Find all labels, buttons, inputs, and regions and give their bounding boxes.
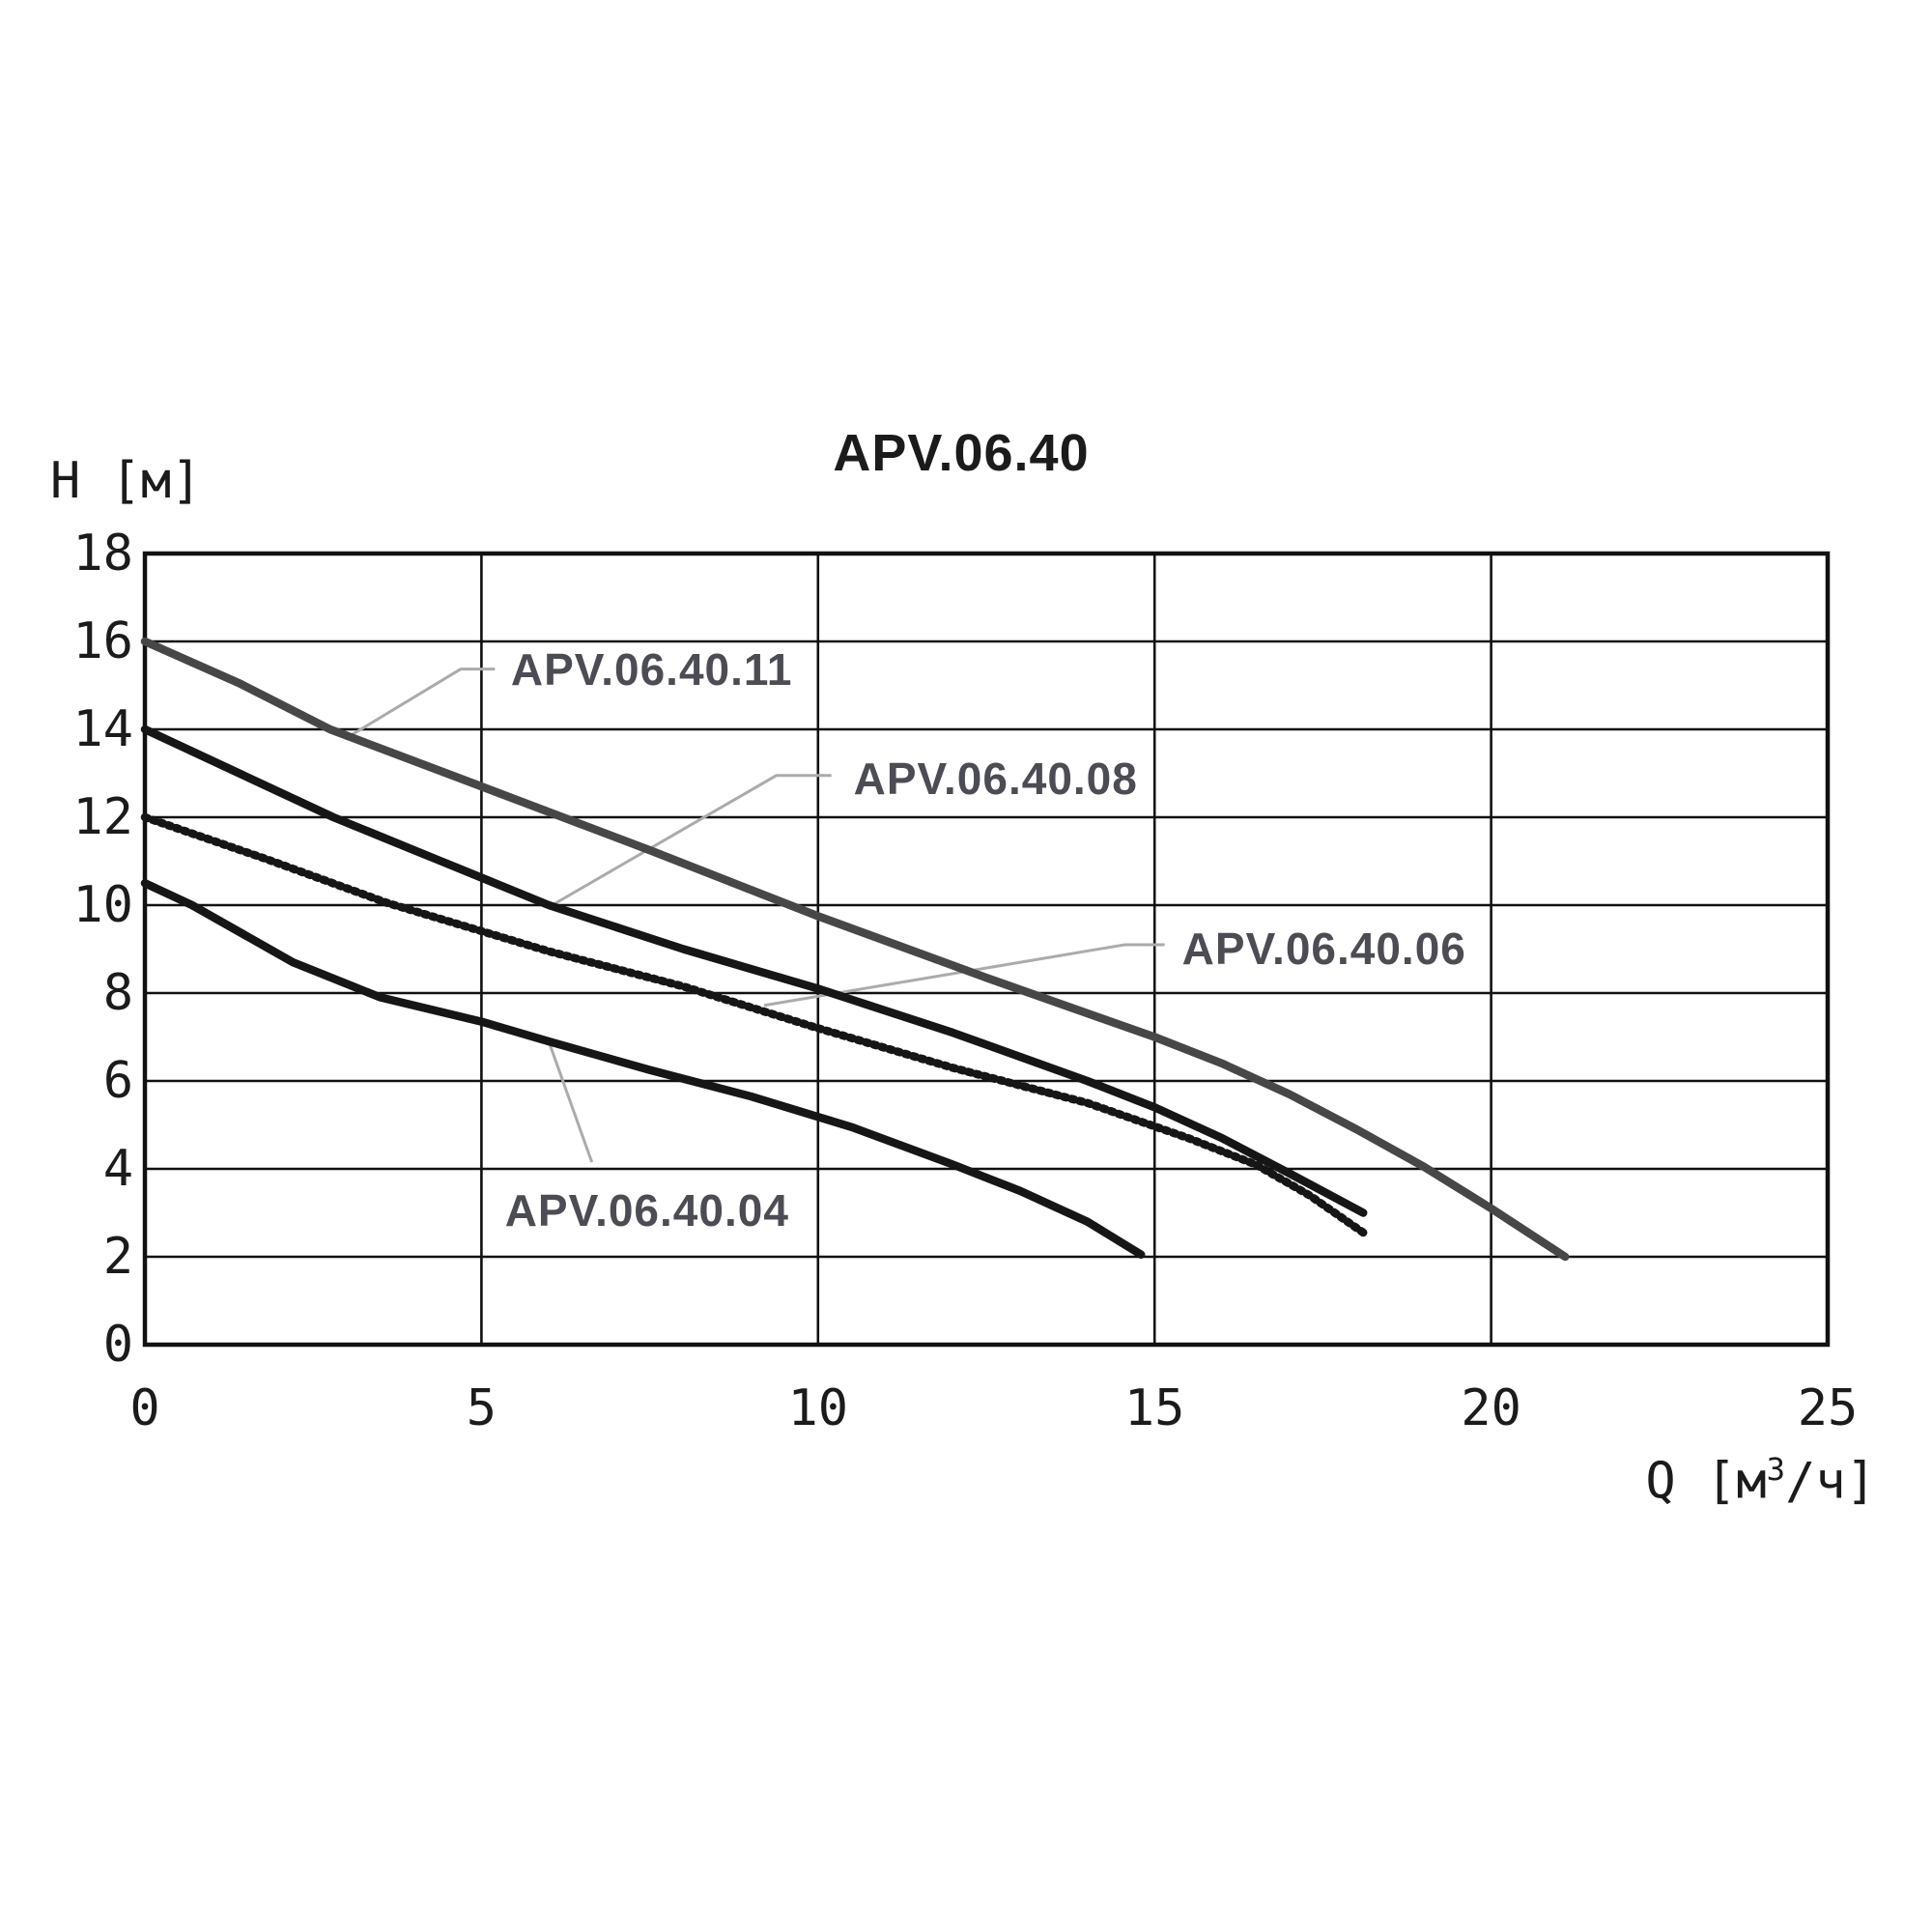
curve-label-APV.06.40.11: APV.06.40.11 — [510, 644, 793, 696]
x-tick-label-15: 15 — [1123, 1379, 1185, 1437]
x-tick-label-10: 10 — [787, 1379, 849, 1437]
x-axis-label: Q [м3/ч] — [1645, 1451, 1876, 1511]
y-tick-label-12: 12 — [72, 788, 133, 846]
cubic-meter-superscript: 3 — [1766, 1451, 1786, 1488]
y-tick-label-2: 2 — [102, 1228, 133, 1286]
leader-line-APV.06.40.08 — [551, 774, 832, 907]
curve-label-APV.06.40.04: APV.06.40.04 — [504, 1185, 789, 1236]
x-tick-label-20: 20 — [1461, 1379, 1521, 1437]
curve-APV.06.40.06 — [140, 812, 1368, 1237]
leader-line-APV.06.40.11 — [344, 668, 496, 741]
leader-line-APV.06.40.04 — [547, 1040, 594, 1163]
y-tick-label-18: 18 — [72, 525, 133, 582]
curve-label-APV.06.40.06: APV.06.40.06 — [1181, 923, 1466, 975]
y-axis-label: H [м] — [50, 452, 202, 510]
plot-border — [142, 551, 1831, 1348]
curve-APV.06.40.04 — [140, 879, 1146, 1259]
y-tick-label-6: 6 — [102, 1052, 133, 1110]
y-tick-label-16: 16 — [72, 612, 133, 670]
curve-APV.06.40.08 — [140, 724, 1368, 1217]
leader-line-APV.06.40.06 — [763, 943, 1165, 1008]
x-tick-label-25: 25 — [1797, 1379, 1859, 1437]
y-tick-label-8: 8 — [102, 964, 133, 1022]
y-tick-label-14: 14 — [72, 700, 133, 758]
x-tick-label-0: 0 — [129, 1379, 160, 1437]
chart-title: APV.06.40 — [833, 424, 1090, 482]
y-tick-label-4: 4 — [102, 1140, 133, 1198]
curve-APV.06.40.11 — [140, 637, 1570, 1262]
x-tick-label-5: 5 — [466, 1379, 497, 1437]
y-tick-label-0: 0 — [102, 1316, 133, 1374]
curve-label-APV.06.40.08: APV.06.40.08 — [853, 753, 1138, 804]
y-tick-label-10: 10 — [72, 876, 133, 934]
